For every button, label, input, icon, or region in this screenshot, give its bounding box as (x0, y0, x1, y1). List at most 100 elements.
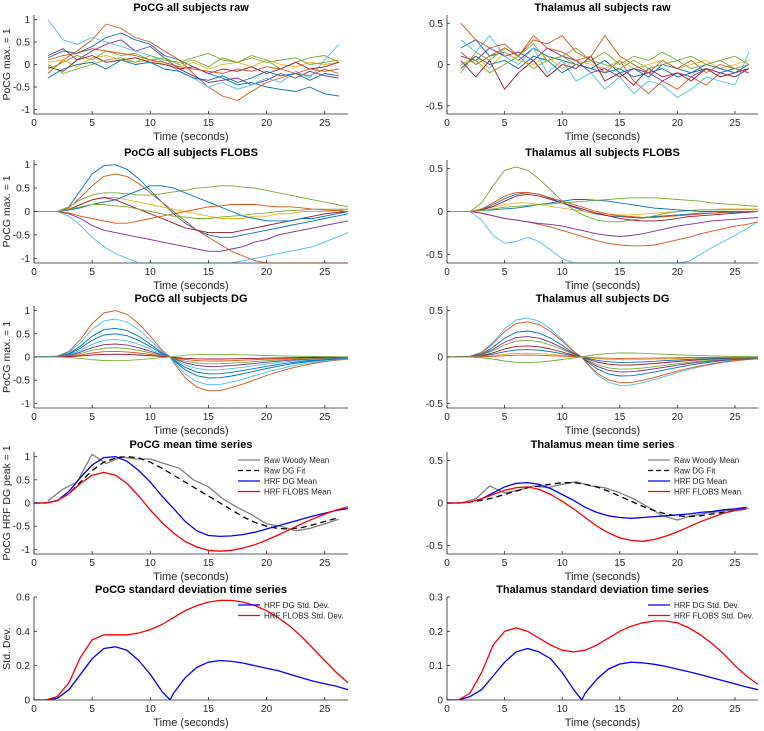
series-group (447, 620, 758, 700)
x-tick-label: 10 (557, 267, 569, 278)
series-line-s2 (447, 211, 758, 247)
series-line-s10 (447, 352, 758, 364)
x-tick-label: 5 (502, 118, 508, 129)
legend-label: HRF DG Std. Dev. (674, 601, 739, 610)
legend-label: HRF FLOBS Mean (674, 488, 741, 497)
x-tick-label: 10 (145, 118, 157, 129)
x-tick-label: 20 (261, 118, 273, 129)
x-tick-label: 10 (557, 558, 569, 569)
y-axis-label: PoCG max. = 1 (1, 28, 13, 100)
y-tick-label: 0 (24, 60, 30, 71)
x-tick-label: 0 (444, 412, 450, 423)
y-tick-label: -0.5 (426, 250, 444, 261)
series-line-s8 (447, 199, 758, 212)
x-tick-label: 25 (319, 267, 331, 278)
y-tick-label: 0.2 (16, 661, 30, 672)
chart-title: PoCG mean time series (130, 439, 253, 451)
x-tick-label: 15 (203, 118, 215, 129)
series-line-s4 (34, 333, 348, 375)
x-tick-label: 10 (145, 704, 157, 715)
x-tick-label: 25 (319, 412, 331, 423)
x-tick-label: 5 (89, 118, 95, 129)
series-group (447, 317, 758, 386)
series-line-s3 (447, 330, 758, 377)
series-line-s1 (460, 39, 749, 78)
series-line-s5 (447, 166, 758, 223)
series-group (447, 166, 758, 263)
x-tick-label: 0 (31, 267, 37, 278)
y-tick-label: 0.5 (429, 164, 443, 175)
y-tick-label: 0 (437, 60, 443, 71)
series-line-hrf-flobs-mean (447, 486, 747, 542)
series-group (460, 22, 750, 98)
series-line-s10 (460, 55, 749, 74)
y-axis-label: PoCG max. = 1 (1, 175, 13, 247)
x-tick-label: 20 (261, 558, 273, 569)
series-line-s10 (34, 204, 348, 219)
legend: HRF DG Std. Dev. HRF FLOBS Std. Dev. (238, 601, 343, 621)
x-tick-label: 25 (319, 558, 331, 569)
y-tick-label: -0.5 (426, 399, 444, 410)
series-line-s6 (34, 211, 348, 263)
series-line-s4 (447, 336, 758, 373)
chart-panel-pocg-dg: 0 5 10 15 20 25 -1 -0.5 0 0.5 1 PoCG all subjects D… (1, 293, 348, 437)
chart-title: Thalamus all subjects FLOBS (525, 147, 680, 159)
series-line-s7 (34, 347, 348, 365)
x-tick-label: 20 (672, 558, 684, 569)
series-line-s8 (460, 55, 750, 78)
series-line-s5 (447, 339, 758, 370)
series-line-s7 (47, 55, 339, 74)
series-line-s9 (447, 192, 758, 218)
x-tick-label: 25 (729, 558, 741, 569)
y-tick-label: -0.5 (426, 541, 444, 552)
series-line-s4 (447, 211, 758, 237)
series-line-s7 (447, 193, 758, 222)
legend-label: Raw DG Fit (264, 467, 306, 476)
legend: HRF DG Std. Dev. HRF FLOBS Std. Dev. (648, 601, 753, 621)
x-tick-label: 5 (89, 267, 95, 278)
x-tick-label: 15 (203, 412, 215, 423)
series-line-s7 (34, 197, 348, 234)
chart-panel-pocg-flobs: 0 5 10 15 20 25 -1 -0.5 0 0.5 1 PoCG all subjects F… (1, 147, 348, 292)
y-tick-label: 0.5 (429, 456, 443, 467)
series-line-hrf-flobs-mean (34, 471, 348, 552)
legend-label: Raw Woody Mean (264, 456, 329, 465)
chart-title: PoCG standard deviation time series (95, 584, 287, 596)
legend-label: HRF FLOBS Std. Dev. (674, 612, 753, 621)
y-tick-label: 0.4 (16, 627, 30, 638)
x-tick-label: 5 (89, 704, 95, 715)
x-axis-label: Time (seconds) (153, 425, 228, 437)
series-line-s4 (47, 39, 339, 86)
x-tick-label: 15 (614, 118, 626, 129)
x-tick-label: 0 (31, 412, 37, 423)
x-tick-label: 0 (31, 118, 37, 129)
x-tick-label: 20 (261, 704, 273, 715)
series-line-raw-dg-fit (34, 455, 337, 530)
series-group (34, 164, 348, 263)
x-tick-label: 25 (729, 118, 741, 129)
y-tick-label: 0 (24, 696, 30, 707)
y-tick-label: 0 (24, 499, 30, 510)
x-axis-label: Time (seconds) (565, 131, 640, 143)
legend-label: HRF FLOBS Std. Dev. (264, 612, 343, 621)
series-line-s2 (34, 318, 348, 386)
series-line-s6 (47, 19, 340, 90)
y-tick-label: -1 (21, 399, 30, 410)
series-group (47, 19, 340, 101)
chart-title: PoCG all subjects raw (133, 2, 249, 14)
chart-title: PoCG all subjects FLOBS (124, 147, 258, 159)
x-tick-label: 20 (672, 704, 684, 715)
y-tick-label: -0.5 (13, 376, 31, 387)
y-tick-label: 1 (24, 452, 30, 463)
series-group (34, 310, 348, 392)
x-tick-label: 5 (89, 558, 95, 569)
x-tick-label: 20 (672, 118, 684, 129)
x-axis-label: Time (seconds) (565, 571, 640, 583)
series-line-s1 (34, 310, 348, 392)
legend-label: HRF DG Std. Dev. (264, 601, 329, 610)
series-line-hrf-dg-std-dev- (34, 646, 348, 700)
chart-panel-pocg-std: 0 5 10 15 20 25 0 0.2 0.4 0.6 PoCG standard deviat… (1, 584, 348, 729)
